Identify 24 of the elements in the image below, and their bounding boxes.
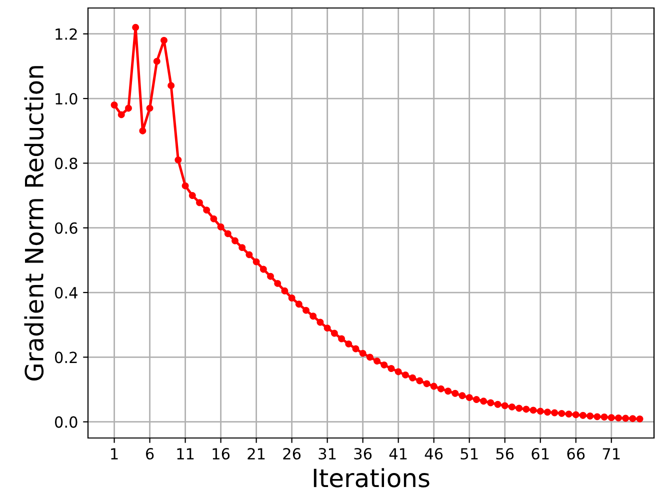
x-tick-label: 56 [496,448,514,460]
y-tick-label: 0.6 [54,222,78,234]
y-tick-label: 0.8 [54,158,78,170]
x-tick-label: 31 [318,448,336,460]
x-tick-label: 46 [424,448,443,460]
x-tick-label: 51 [460,448,478,460]
x-tick-label: 61 [532,448,549,460]
y-axis-title: Gradient Norm Reduction [24,66,44,381]
y-tick-label: 1.0 [56,92,78,105]
x-tick-label: 41 [389,448,407,460]
y-tick-label: 0.2 [54,352,77,364]
x-tick-label: 21 [248,448,265,460]
x-axis-title: Iterations [314,468,430,488]
x-tick-label: 36 [354,448,372,460]
x-tick-label: 1 [111,448,118,460]
y-tick-label: 0.0 [54,416,78,428]
y-tick-label: 0.4 [54,286,78,299]
x-tick-label: 6 [146,448,154,460]
x-tick-label: 26 [283,448,301,460]
x-tick-label: 66 [567,448,585,460]
x-tick-label: 16 [212,448,230,460]
y-tick-label: 1.2 [56,28,77,40]
x-tick-label: 11 [177,448,194,460]
x-tick-label: 71 [602,448,620,460]
